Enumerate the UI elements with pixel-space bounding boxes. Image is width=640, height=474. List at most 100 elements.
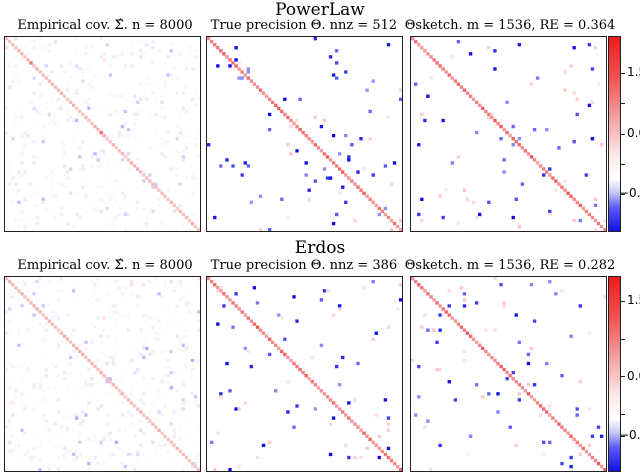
heatmap-cell — [65, 227, 70, 231]
heatmap-cell — [129, 292, 134, 296]
heatmap-cell — [426, 292, 430, 296]
heatmap-cell — [105, 434, 109, 438]
heatmap-cell — [438, 194, 442, 198]
heatmap-cell — [187, 289, 192, 293]
heatmap-cell — [8, 227, 12, 231]
heatmap-cell — [538, 413, 543, 417]
heatmap-cell — [560, 289, 564, 293]
heatmap-cell — [163, 443, 167, 448]
heatmap-cell — [126, 343, 131, 348]
heatmap-cell — [481, 346, 485, 351]
heatmap-cell — [129, 161, 134, 165]
heatmap-cell — [23, 170, 27, 174]
heatmap-cell — [145, 316, 149, 320]
heatmap-cell — [120, 52, 125, 56]
heatmap-cell — [157, 337, 161, 341]
heatmap-cell — [169, 386, 173, 390]
heatmap-cell — [96, 310, 100, 314]
heatmap-cell — [47, 215, 52, 220]
heatmap-cell — [120, 191, 125, 195]
heatmap-cell — [160, 349, 164, 354]
heatmap-cell — [169, 73, 173, 77]
heatmap-cell — [117, 446, 122, 451]
heatmap-cell — [81, 179, 85, 183]
heatmap-cell — [169, 146, 173, 150]
heatmap-cell — [596, 82, 601, 86]
heatmap-cell — [35, 112, 39, 117]
heatmap-cell — [102, 55, 106, 59]
heatmap-cell — [362, 431, 366, 435]
heatmap-cell — [41, 49, 45, 53]
heatmap-cell — [316, 146, 321, 150]
heatmap-cell — [84, 358, 88, 363]
heatmap-cell — [20, 401, 24, 405]
heatmap-cell — [5, 164, 9, 168]
heatmap-cell — [20, 307, 24, 311]
heatmap-cell — [38, 130, 42, 135]
heatmap-cell — [26, 449, 30, 454]
heatmap-cell — [38, 467, 42, 471]
heatmap-cell — [193, 395, 198, 399]
heatmap-cell — [120, 124, 125, 129]
heatmap-cell — [53, 121, 58, 126]
heatmap-cell — [8, 292, 12, 296]
heatmap-cell — [114, 310, 119, 314]
heatmap-cell — [423, 289, 427, 293]
heatmap-cell — [274, 343, 278, 348]
heatmap-cell — [511, 124, 515, 129]
heatmap-cell — [75, 286, 79, 290]
heatmap-cell — [347, 455, 351, 460]
heatmap-cell — [389, 218, 394, 223]
heatmap-cell — [75, 91, 79, 95]
heatmap-cell — [169, 134, 173, 138]
heatmap-cell — [166, 140, 170, 144]
heatmap-cell — [78, 167, 82, 171]
heatmap-cell — [120, 392, 125, 396]
heatmap-cell — [169, 43, 173, 47]
heatmap-cell — [181, 407, 186, 411]
heatmap-cell — [102, 328, 106, 332]
heatmap-cell — [78, 118, 82, 123]
heatmap-cell — [334, 61, 339, 65]
heatmap-cell — [5, 404, 9, 408]
heatmap-cell — [96, 130, 100, 135]
heatmap-cell — [283, 352, 287, 357]
heatmap-cell — [126, 134, 131, 138]
heatmap-cell — [75, 416, 79, 420]
heatmap-cell — [304, 134, 308, 138]
heatmap-cell — [114, 440, 119, 445]
heatmap-cell — [38, 437, 42, 441]
heatmap-cell — [72, 103, 76, 108]
heatmap-cell — [93, 437, 97, 441]
heatmap-cell — [160, 67, 164, 71]
heatmap-cell — [102, 434, 106, 438]
heatmap-cell — [216, 64, 220, 68]
heatmap-cell — [81, 70, 85, 74]
heatmap-cell — [23, 404, 27, 408]
heatmap-cell — [56, 106, 61, 111]
heatmap-cell — [90, 361, 94, 366]
heatmap-cell — [593, 46, 598, 50]
heatmap-cell — [68, 361, 73, 366]
heatmap-cell — [169, 164, 173, 168]
heatmap-cell — [264, 334, 269, 338]
heatmap-cell — [145, 416, 149, 420]
heatmap-cell — [532, 383, 537, 387]
heatmap-cell — [338, 191, 342, 195]
heatmap-cell — [292, 425, 296, 429]
heatmap-cell — [151, 46, 155, 50]
heatmap-cell — [78, 343, 82, 348]
heatmap-cell — [75, 215, 79, 220]
heatmap-cell — [163, 155, 167, 159]
heatmap-cell — [108, 422, 112, 426]
heatmap-cell — [307, 377, 311, 381]
heatmap-cell — [371, 280, 375, 284]
heatmap-cell — [261, 443, 266, 448]
heatmap-cell — [102, 392, 106, 396]
heatmap-cell — [219, 49, 223, 53]
heatmap-cell — [142, 401, 146, 405]
heatmap-cell — [148, 455, 152, 460]
heatmap-cell — [145, 343, 149, 348]
heatmap-cell — [145, 280, 149, 284]
heatmap-cell — [243, 401, 247, 405]
